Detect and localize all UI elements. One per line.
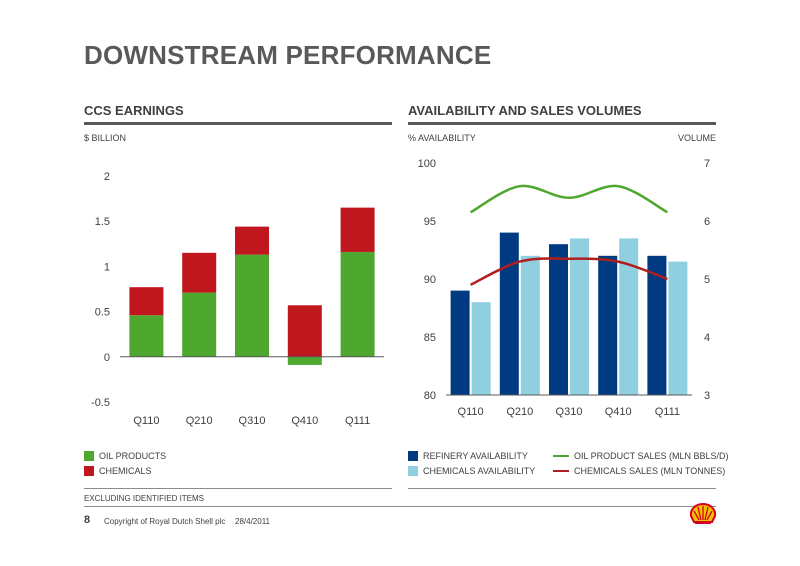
right-right-y-tick-label: 3 <box>704 390 710 402</box>
bar-oil-products <box>340 251 375 357</box>
bar-oil-products <box>129 315 164 357</box>
right-x-tick-label: Q111 <box>655 406 680 418</box>
bar-oil-products <box>235 254 269 357</box>
bar-chemicals <box>235 226 269 255</box>
legend-chem-sales-swatch <box>553 470 569 472</box>
legend-chem-sales-label: CHEMICALS SALES (MLN TONNES) <box>574 466 726 476</box>
right-footer-rule <box>408 488 716 489</box>
bar-refinery-availability <box>450 290 470 395</box>
legend-chemicals-availability: CHEMICALS AVAILABILITY <box>408 466 535 476</box>
line-chemicals-sales <box>470 257 668 286</box>
left-x-tick-label: Q210 <box>186 415 213 427</box>
right-x-tick-label: Q310 <box>556 406 583 418</box>
right-right-y-tick-label: 4 <box>704 332 710 344</box>
left-x-tick-label: Q110 <box>133 415 159 427</box>
bar-chemicals <box>182 252 217 293</box>
availability-chart: 100 95 90 85 80 7 6 5 4 3 Q110 Q210 Q310 Q410 Q111 <box>418 158 710 418</box>
legend-chemicals-sales: CHEMICALS SALES (MLN TONNES) <box>553 466 725 476</box>
bar-chemicals-availability <box>570 238 589 395</box>
bar-oil-products <box>182 292 217 357</box>
left-y-tick-label: 1.5 <box>95 216 110 228</box>
page-title: DOWNSTREAM PERFORMANCE <box>84 40 492 70</box>
bar-refinery-availability <box>598 255 618 395</box>
right-header-rule <box>408 122 716 125</box>
bar-refinery-availability <box>549 244 568 395</box>
excluding-note: EXCLUDING IDENTIFIED ITEMS <box>84 494 205 503</box>
right-x-tick-label: Q410 <box>605 406 632 418</box>
left-y-tick-label: 2 <box>104 171 110 183</box>
left-footer-rule <box>84 488 392 489</box>
bar-chemicals-availability <box>471 302 491 395</box>
bar-chemicals <box>340 207 375 252</box>
bar-chemicals <box>287 305 322 357</box>
legend-refinery-label: REFINERY AVAILABILITY <box>423 451 528 461</box>
right-left-y-tick-label: 100 <box>418 158 436 170</box>
line-oil-product-sales <box>469 184 669 214</box>
left-x-tick-label: Q111 <box>345 415 370 427</box>
legend-refinery-availability: REFINERY AVAILABILITY <box>408 451 528 461</box>
right-left-y-tick-label: 90 <box>424 274 436 286</box>
right-right-y-tick-label: 7 <box>704 158 710 170</box>
left-x-tick-label: Q410 <box>291 415 318 427</box>
bar-oil-products <box>287 356 322 365</box>
legend-refinery-swatch <box>408 451 418 461</box>
legend-oil-product-sales: OIL PRODUCT SALES (MLN BBLS/D) <box>553 451 729 461</box>
legend-oil-products: OIL PRODUCTS <box>84 451 166 461</box>
legend-chem-avail-label: CHEMICALS AVAILABILITY <box>423 466 536 476</box>
legend-oil-sales-label: OIL PRODUCT SALES (MLN BBLS/D) <box>574 451 729 461</box>
left-y-tick-label: 1 <box>104 261 110 273</box>
ccs-earnings-chart: 2 1.5 1 0.5 0 -0.5 Q110 Q210 Q310 Q410 Q111 <box>91 171 384 427</box>
right-left-y-tick-label: 85 <box>424 332 436 344</box>
legend-oil-products-swatch <box>84 451 94 461</box>
ccs-earnings-title: CCS EARNINGS <box>84 103 184 118</box>
legend-chemicals: CHEMICALS <box>84 466 152 476</box>
legend-oil-sales-swatch <box>553 455 569 457</box>
bar-chemicals-availability <box>619 238 639 395</box>
left-header-rule <box>84 122 392 125</box>
bar-refinery-availability <box>647 255 667 395</box>
availability-title: AVAILABILITY AND SALES VOLUMES <box>408 103 642 118</box>
left-y-tick-label: -0.5 <box>91 397 110 409</box>
bar-chemicals-availability <box>520 255 540 395</box>
copyright-text: Copyright of Royal Dutch Shell plc <box>104 517 226 526</box>
left-y-axis-title: $ BILLION <box>84 133 127 143</box>
legend-oil-products-label: OIL PRODUCTS <box>99 451 167 461</box>
right-left-y-tick-label: 95 <box>424 216 436 228</box>
right-x-tick-label: Q110 <box>458 406 484 418</box>
right-right-y-tick-label: 5 <box>704 274 710 286</box>
right-y-axis-title-right: VOLUME <box>677 133 716 143</box>
right-x-tick-label: Q210 <box>506 406 533 418</box>
legend-chemicals-label: CHEMICALS <box>99 466 152 476</box>
bar-chemicals <box>129 287 164 316</box>
page-number: 8 <box>84 514 91 526</box>
bar-refinery-availability <box>499 232 519 395</box>
right-left-y-tick-label: 80 <box>424 390 436 402</box>
shell-pecten-logo <box>689 502 717 524</box>
right-y-axis-title-left: % AVAILABILITY <box>408 133 476 143</box>
left-x-tick-label: Q310 <box>239 415 266 427</box>
legend-chemicals-swatch <box>84 466 94 476</box>
right-right-y-tick-label: 6 <box>704 216 710 228</box>
bar-chemicals-availability <box>668 261 688 395</box>
legend-chem-avail-swatch <box>408 466 418 476</box>
left-y-tick-label: 0 <box>104 352 110 364</box>
left-y-tick-label: 0.5 <box>95 307 110 319</box>
footer-rule <box>84 506 716 507</box>
footer-date: 28/4/2011 <box>235 517 270 526</box>
